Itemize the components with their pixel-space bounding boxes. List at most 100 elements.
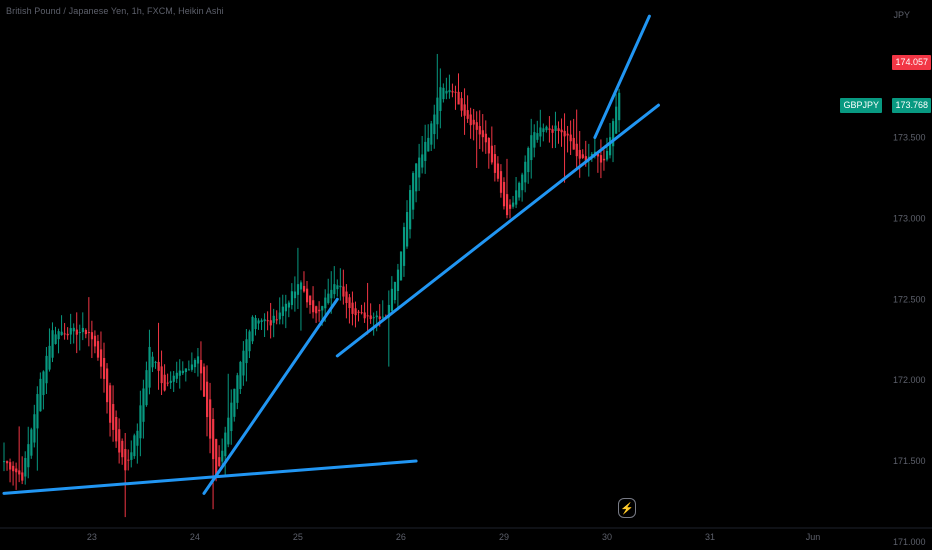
candle-body: [75, 329, 78, 335]
candle-body: [57, 331, 60, 340]
candle-body: [466, 110, 469, 119]
candle-body: [409, 190, 412, 230]
candle-body: [433, 114, 436, 135]
candle-body: [224, 432, 227, 457]
candle-body: [521, 174, 524, 191]
candle-body: [269, 320, 272, 326]
candle-body: [339, 285, 342, 288]
candle-body: [218, 457, 221, 467]
candle-body: [563, 130, 566, 137]
candle-body: [263, 319, 266, 322]
candle-body: [45, 355, 48, 384]
candle-body: [602, 158, 606, 161]
candle-body: [60, 331, 63, 336]
candle-body: [172, 375, 175, 382]
candle-body: [554, 125, 557, 132]
y-tick-label: 173.500: [893, 133, 926, 143]
x-tick-label: 25: [293, 532, 303, 542]
candle-body: [178, 370, 181, 376]
candle-body: [106, 368, 109, 403]
trendline-1: [2, 459, 418, 495]
candle-body: [490, 145, 494, 163]
trendline-2: [202, 297, 339, 495]
candle-body: [160, 366, 163, 384]
candle-body: [284, 303, 287, 312]
candle-body: [460, 98, 463, 111]
candle-body: [254, 317, 257, 330]
candle-body: [493, 154, 497, 173]
candle-body: [357, 311, 360, 313]
candle-body: [505, 194, 509, 216]
candle-body: [387, 304, 391, 318]
candle-body: [27, 444, 30, 468]
candle-body: [96, 341, 100, 358]
last-price-badge: 173.768: [892, 98, 931, 113]
candle-body: [572, 137, 575, 150]
candle-body: [187, 369, 191, 371]
candle-body: [21, 472, 24, 481]
candle-body: [63, 333, 66, 335]
candle-body: [475, 122, 478, 130]
candle-body: [157, 361, 160, 371]
candle-body: [609, 137, 612, 156]
candle-body: [530, 135, 533, 161]
candle-body: [369, 315, 372, 320]
candle-body: [321, 306, 324, 311]
candle-body: [599, 155, 603, 163]
x-tick-label: 23: [87, 532, 97, 542]
candle-body: [581, 154, 584, 158]
candle-body: [315, 306, 318, 314]
candle-body: [190, 364, 194, 370]
candle-body: [133, 435, 136, 457]
candle-body: [251, 316, 254, 342]
candle-body: [248, 331, 251, 352]
candle-body: [499, 171, 503, 193]
candle-body: [527, 147, 530, 173]
candle-body: [557, 128, 560, 131]
candle-body: [309, 295, 312, 305]
candle-body: [151, 356, 154, 368]
candle-body: [227, 417, 230, 445]
candle-body: [209, 399, 212, 439]
candle-body: [109, 385, 112, 423]
candle-body: [487, 138, 490, 154]
candle-body: [524, 161, 527, 183]
candle-body: [184, 368, 187, 373]
candle-body: [72, 327, 75, 332]
candle-body: [512, 202, 515, 207]
candle-body: [363, 312, 366, 319]
candle-body: [236, 375, 239, 403]
candle-body: [199, 359, 203, 374]
candle-body: [518, 182, 521, 198]
candle-body: [124, 449, 127, 471]
lightning-icon[interactable]: ⚡: [618, 498, 636, 518]
candle-body: [118, 429, 121, 453]
candle-body: [424, 141, 427, 161]
candle-body: [212, 419, 215, 460]
candle-body: [202, 366, 206, 397]
candle-body: [515, 190, 518, 205]
candle-body: [436, 97, 439, 125]
candle-body: [30, 429, 33, 456]
candle-body: [415, 163, 418, 192]
candle-body: [242, 350, 245, 376]
candle-body: [299, 282, 303, 290]
candle-body: [327, 293, 330, 303]
candle-body: [196, 356, 200, 364]
candle-body: [545, 126, 548, 131]
candle-body: [402, 227, 406, 266]
candle-body: [418, 157, 421, 178]
candle-body: [605, 150, 609, 160]
candle-body: [481, 130, 484, 138]
candle-body: [584, 156, 587, 162]
candle-body: [293, 291, 297, 299]
candle-body: [336, 285, 339, 290]
candle-body: [169, 380, 172, 383]
x-tick-label: Jun: [806, 532, 821, 542]
candle-body: [448, 90, 451, 93]
candle-body: [112, 404, 115, 430]
candle-body: [42, 371, 45, 396]
candle-body: [509, 204, 512, 209]
candle-body: [539, 127, 542, 137]
